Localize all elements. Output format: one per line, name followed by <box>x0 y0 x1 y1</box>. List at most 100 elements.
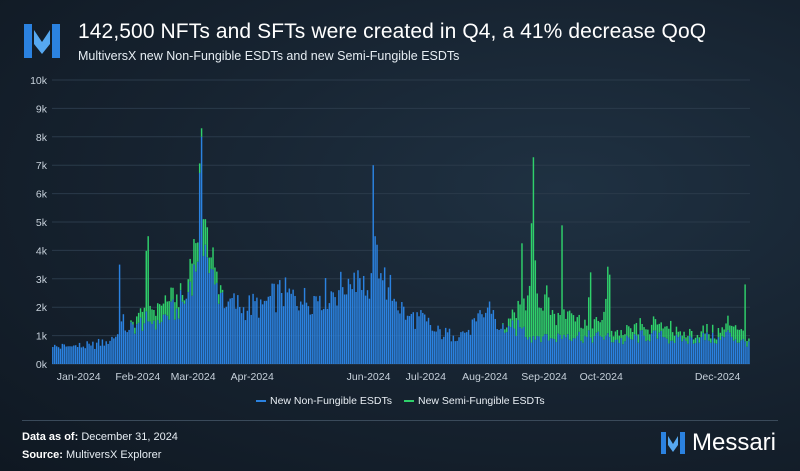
bar-nft <box>692 343 695 364</box>
bar-series <box>52 128 750 364</box>
bar-nft <box>555 342 558 364</box>
bar-sft <box>515 318 517 336</box>
bar-nft <box>105 341 107 364</box>
bar-nft <box>639 330 641 364</box>
bar-sft <box>740 329 743 341</box>
y-tick-label: 10k <box>30 75 48 87</box>
bar-sft <box>635 322 638 336</box>
bar-sft <box>641 323 643 331</box>
bar-sft <box>597 320 599 332</box>
bar-nft <box>250 314 252 364</box>
bar-nft <box>658 332 661 364</box>
bar-nft <box>176 308 178 364</box>
y-tick-label: 2k <box>36 302 48 314</box>
bar-nft <box>523 326 525 364</box>
bar-sft <box>561 225 563 339</box>
legend-swatch-sft <box>404 400 414 402</box>
bar-nft <box>366 290 369 364</box>
bar-nft <box>561 338 563 364</box>
bar-sft <box>692 339 695 344</box>
bar-nft <box>261 304 264 364</box>
bar-nft <box>574 338 577 364</box>
bar-nft <box>218 303 220 364</box>
bar-nft <box>565 337 567 364</box>
bar-nft <box>597 331 599 364</box>
bar-nft <box>404 319 407 364</box>
bar-nft <box>336 305 338 364</box>
bar-sft <box>742 330 744 340</box>
bar-nft <box>650 333 653 364</box>
bar-nft <box>191 295 193 364</box>
bar-nft <box>681 341 683 364</box>
bar-nft <box>395 301 397 364</box>
bar-sft <box>151 309 153 325</box>
bar-nft <box>452 335 455 364</box>
bar-nft <box>593 336 596 364</box>
bar-nft <box>502 324 504 364</box>
bar-sft <box>694 337 697 344</box>
bar-nft <box>431 330 434 364</box>
bar-nft <box>179 290 182 364</box>
bar-nft <box>307 306 310 364</box>
y-tick-label: 4k <box>36 245 48 257</box>
bar-nft <box>397 310 399 364</box>
bar-nft <box>315 296 317 364</box>
bar-nft <box>143 323 146 364</box>
bar-nft <box>273 283 275 364</box>
bar-nft <box>645 341 647 364</box>
bar-sft <box>610 330 613 343</box>
bar-sft <box>568 310 571 340</box>
bar-sft <box>734 325 737 340</box>
bar-nft <box>193 264 195 364</box>
bar-nft <box>288 288 291 364</box>
bar-sft <box>517 300 519 321</box>
bar-nft <box>95 342 98 364</box>
bar-nft <box>235 308 237 364</box>
bar-nft <box>111 336 113 364</box>
bar-nft <box>418 316 420 364</box>
bar-nft <box>536 336 538 364</box>
bar-sft <box>176 294 178 309</box>
bar-sft <box>748 338 750 342</box>
bar-sft <box>732 326 735 341</box>
bar-nft <box>721 336 723 364</box>
bar-nft <box>500 328 502 364</box>
bar-nft <box>382 280 384 364</box>
source-line: Source: MultiversX Explorer <box>22 446 178 464</box>
bar-nft <box>422 312 424 364</box>
x-tick-label: Jun-2024 <box>347 371 391 383</box>
bar-sft <box>208 257 210 274</box>
bar-nft <box>748 341 750 364</box>
bar-sft <box>567 311 569 335</box>
bar-sft <box>147 236 149 322</box>
bar-nft <box>246 310 249 364</box>
bar-nft <box>137 322 140 364</box>
bar-nft <box>670 340 672 364</box>
bar-sft <box>218 294 220 304</box>
bar-sft <box>519 304 521 328</box>
bar-nft <box>673 342 676 364</box>
bar-sft <box>141 311 144 331</box>
bar-nft <box>103 345 106 364</box>
x-tick-label: Jan-2024 <box>57 371 101 383</box>
bar-sft <box>618 335 620 344</box>
bar-sft <box>540 308 542 343</box>
bar-sft <box>210 257 212 269</box>
bar-nft <box>330 291 332 364</box>
bar-nft <box>338 290 340 364</box>
bar-nft <box>538 336 540 364</box>
bar-sft <box>629 328 632 340</box>
bar-nft <box>547 340 550 364</box>
bar-nft <box>736 342 739 364</box>
bar-sft <box>593 319 596 337</box>
bar-sft <box>662 328 664 338</box>
bar-nft <box>662 337 664 364</box>
bar-sft <box>174 302 176 320</box>
bar-nft <box>126 332 128 364</box>
bar-nft <box>240 313 243 364</box>
multiversx-logo-icon <box>24 24 60 58</box>
bar-nft <box>492 310 495 364</box>
bar-nft <box>343 294 346 364</box>
bar-nft <box>168 319 170 364</box>
bar-nft <box>456 340 458 364</box>
